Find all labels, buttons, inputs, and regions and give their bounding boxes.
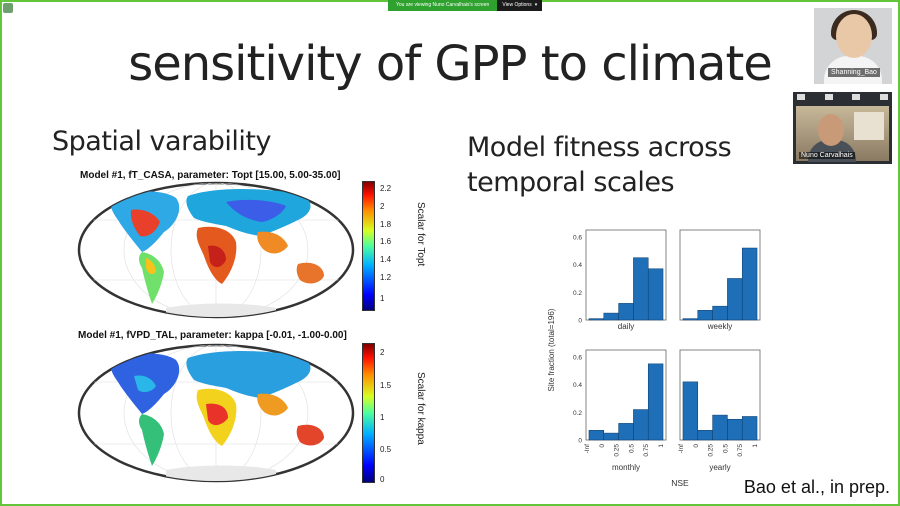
cbar1-tick: 1.2	[380, 273, 392, 282]
cbar1-tick: 1.6	[380, 237, 392, 246]
y-tick-label: 0.2	[573, 410, 582, 417]
left-heading: Spatial varability	[52, 126, 271, 157]
cbar1-tick: 2	[380, 202, 385, 211]
y-tick-label: 0.6	[573, 234, 582, 241]
colorbar-topt-label: Scalar for Topt	[415, 202, 426, 267]
histogram-bar	[697, 310, 713, 321]
histogram-bar	[647, 268, 664, 321]
cbar2-tick: 1	[380, 413, 385, 422]
participant-video-nuno[interactable]: Nuno Carvalhais	[793, 92, 892, 164]
histogram-bar	[603, 432, 619, 441]
expand-icon[interactable]	[879, 94, 888, 100]
y-tick-label: 0.2	[573, 290, 582, 297]
participant-face	[818, 114, 844, 146]
histogram-bar	[712, 414, 728, 441]
chevron-down-icon: ▾	[534, 2, 538, 8]
cbar2-tick: 0	[380, 475, 385, 484]
histogram-bar	[618, 303, 634, 321]
y-tick-label: 0	[578, 318, 582, 325]
histogram-bar	[633, 257, 649, 321]
world-map-kappa	[77, 343, 355, 483]
video-scene	[796, 106, 889, 162]
y-tick-label: 0	[578, 438, 582, 445]
map2-title: Model #1, fVPD_TAL, parameter: kappa [-0…	[78, 330, 347, 341]
view-options-label: View Options	[502, 2, 532, 8]
colorbar-kappa-label: Scalar for kappa	[415, 372, 426, 445]
slide-title: sensitivity of GPP to climate	[128, 36, 773, 92]
histogram-bar	[633, 409, 649, 441]
histogram-bar	[727, 278, 743, 321]
panel-label: yearly	[709, 463, 730, 472]
histogram-bar	[697, 430, 713, 441]
x-tick-label: -Inf	[584, 444, 591, 454]
minimize-icon[interactable]	[824, 94, 833, 100]
right-heading: Model fitness across temporal scales	[467, 130, 732, 200]
citation: Bao et al., in prep.	[743, 477, 890, 497]
participant-name-shanning: Shanning_Bao	[828, 68, 880, 77]
y-tick-label: 0.4	[573, 382, 582, 389]
x-tick-label: 0.5	[628, 444, 635, 453]
participant-face	[836, 14, 872, 58]
colorbar-kappa	[362, 343, 375, 483]
cbar2-tick: 1.5	[380, 381, 392, 390]
histogram-bar	[588, 430, 605, 441]
map1-title: Model #1, fT_CASA, parameter: Topt [15.0…	[80, 170, 341, 181]
colorbar-topt	[362, 181, 375, 311]
screen-share-banner: You are viewing Nuno Carvalhais's screen…	[388, 0, 543, 11]
view-options-button[interactable]: View Options ▾	[497, 0, 543, 11]
panel-label: monthly	[612, 463, 640, 472]
x-tick-label: 0.25	[708, 444, 715, 457]
x-tick-label: 0.75	[737, 444, 744, 457]
cbar1-tick: 1.4	[380, 255, 392, 264]
histogram-bar	[618, 423, 634, 441]
right-heading-line2: temporal scales	[467, 167, 675, 198]
x-tick-label: 0	[599, 444, 606, 448]
cbar2-tick: 2	[380, 348, 385, 357]
world-map-topt	[77, 181, 355, 319]
histogram-bar	[727, 418, 743, 441]
histogram-bar	[647, 363, 664, 441]
cbar1-tick: 2.2	[380, 184, 392, 193]
participant-name-nuno: Nuno Carvalhais	[799, 152, 855, 159]
x-tick-label: 0.5	[722, 444, 729, 453]
viewing-label: You are viewing Nuno Carvalhais's screen	[388, 0, 498, 11]
background-window	[854, 112, 884, 140]
right-heading-line1: Model fitness across	[467, 132, 732, 163]
x-tick-label: 0.25	[614, 444, 621, 457]
y-axis-label: Site fraction (total=196)	[547, 308, 556, 391]
histogram-bar	[682, 381, 699, 441]
gallery-icon[interactable]	[852, 94, 861, 100]
histogram-bar	[588, 318, 605, 321]
histogram-bar	[741, 247, 758, 321]
x-tick-label: 0	[693, 444, 700, 448]
cbar2-tick: 0.5	[380, 445, 392, 454]
video-toolbar	[793, 94, 892, 104]
cbar1-tick: 1.8	[380, 220, 392, 229]
cbar1-tick: 1	[380, 294, 385, 303]
x-tick-label: 1	[658, 444, 665, 448]
layout-icon[interactable]	[797, 94, 805, 100]
x-tick-label: 0.75	[643, 444, 650, 457]
x-tick-label: -Inf	[678, 444, 685, 454]
panel-label: weekly	[707, 322, 732, 331]
y-tick-label: 0.4	[573, 262, 582, 269]
histogram-bar	[603, 312, 619, 321]
histogram-bar	[741, 416, 758, 441]
x-axis-label: NSE	[671, 478, 689, 488]
zoom-app-icon[interactable]	[3, 3, 13, 13]
y-tick-label: 0.6	[573, 354, 582, 361]
x-tick-label: 1	[752, 444, 759, 448]
histogram-bar	[712, 305, 728, 321]
histogram-bar	[682, 318, 699, 321]
panel-label: daily	[618, 322, 634, 331]
